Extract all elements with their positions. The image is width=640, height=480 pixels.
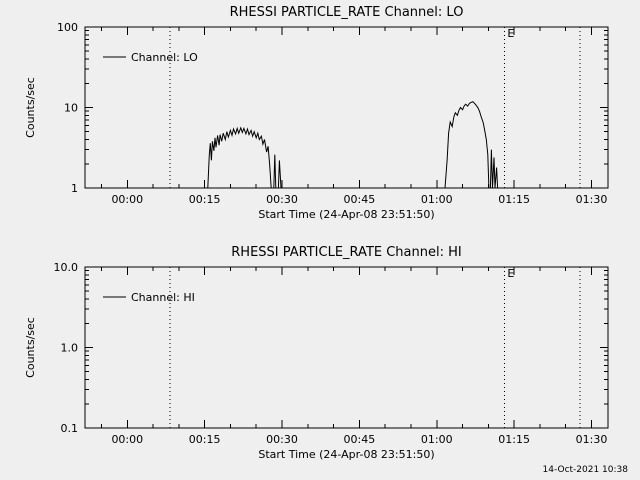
svg-text:10: 10 [64, 102, 78, 115]
svg-text:00:30: 00:30 [266, 433, 298, 446]
svg-text:Start Time (24-Apr-08 23:51:50: Start Time (24-Apr-08 23:51:50) [258, 448, 434, 461]
svg-text:01:00: 01:00 [421, 433, 453, 446]
svg-text:01:00: 01:00 [421, 193, 453, 206]
svg-text:Counts/sec: Counts/sec [24, 77, 37, 138]
svg-text:100: 100 [57, 21, 78, 34]
svg-text:RHESSI PARTICLE_RATE Channel:: RHESSI PARTICLE_RATE Channel: LO [230, 5, 464, 20]
svg-text:1: 1 [71, 182, 78, 195]
svg-text:E: E [507, 267, 514, 280]
chart-hi-svg: 0.1 1.0 10.0 00:00 00:15 00:30 00:45 01:00 01:15… [24, 245, 609, 461]
svg-text:Channel: HI: Channel: HI [131, 291, 195, 304]
svg-text:00:45: 00:45 [344, 193, 376, 206]
svg-text:Counts/sec: Counts/sec [24, 317, 37, 378]
svg-text:00:00: 00:00 [111, 193, 143, 206]
svg-text:00:30: 00:30 [266, 193, 298, 206]
svg-text:01:15: 01:15 [498, 433, 530, 446]
svg-text:00:15: 00:15 [189, 433, 221, 446]
svg-text:RHESSI PARTICLE_RATE Channel:: RHESSI PARTICLE_RATE Channel: HI [231, 245, 461, 260]
svg-text:00:45: 00:45 [344, 433, 376, 446]
svg-text:Start Time (24-Apr-08 23:51:50: Start Time (24-Apr-08 23:51:50) [258, 208, 434, 221]
plot-timestamp: 14-Oct-2021 10:38 [542, 465, 628, 475]
svg-text:Channel: LO: Channel: LO [131, 51, 198, 64]
chart-lo-svg: 1 10 100 00:00 00:15 00:30 00:45 01:00 01:15 01:3… [24, 5, 609, 221]
svg-text:0.1: 0.1 [61, 422, 79, 435]
svg-text:1.0: 1.0 [61, 342, 79, 355]
svg-text:10.0: 10.0 [54, 261, 79, 274]
svg-text:00:00: 00:00 [111, 433, 143, 446]
svg-text:00:15: 00:15 [189, 193, 221, 206]
svg-text:01:15: 01:15 [498, 193, 530, 206]
svg-text:01:30: 01:30 [576, 193, 608, 206]
svg-text:E: E [507, 27, 514, 40]
svg-text:01:30: 01:30 [576, 433, 608, 446]
